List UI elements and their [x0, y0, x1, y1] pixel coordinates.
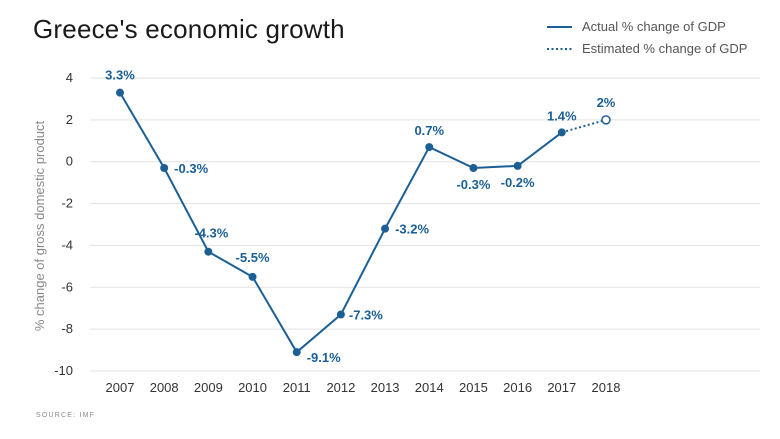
actual-data-point: [381, 224, 390, 233]
estimated-series-line: [561, 118, 607, 134]
data-label: -0.3%: [456, 177, 490, 192]
data-label: -9.1%: [307, 350, 341, 365]
actual-data-point: [248, 272, 257, 281]
data-points: [116, 88, 611, 357]
estimated-data-point: [601, 115, 611, 125]
x-tick-label: 2013: [371, 380, 400, 395]
data-label: -4.3%: [194, 226, 228, 241]
data-label: -0.3%: [174, 161, 208, 176]
x-tick-label: 2011: [283, 380, 311, 395]
y-tick-label: -6: [61, 279, 73, 294]
x-tick-label: 2012: [326, 380, 355, 395]
y-tick-label: 2: [66, 112, 73, 127]
source-note: SOURCE: IMF: [36, 412, 95, 419]
actual-data-point: [425, 143, 434, 152]
y-tick-label: -4: [61, 237, 73, 252]
x-axis: 2007 2008 2009 2010 2011 2012 2013 2014 2015 2016…: [106, 380, 621, 395]
x-tick-label: 2007: [106, 380, 135, 395]
actual-data-point: [336, 310, 345, 319]
x-tick-label: 2008: [150, 380, 179, 395]
x-tick-label: 2014: [415, 380, 444, 395]
data-label: 0.7%: [414, 123, 444, 138]
actual-data-point: [292, 348, 301, 357]
data-label: -5.5%: [236, 250, 270, 265]
y-axis: 4 2 0 -2 -4 -6 -8 -10: [54, 70, 73, 378]
y-tick-label: 0: [66, 154, 73, 169]
y-tick-label: -2: [61, 196, 73, 211]
chart-title: Greece's economic growth: [33, 14, 345, 44]
x-tick-label: 2015: [459, 380, 488, 395]
data-label: 3.3%: [105, 68, 135, 83]
grid: [90, 77, 760, 372]
data-label: 1.4%: [547, 108, 577, 123]
data-label: -7.3%: [349, 307, 383, 322]
legend: Actual % change of GDP Estimated % chang…: [547, 19, 747, 56]
x-tick-label: 2009: [194, 380, 223, 395]
y-tick-label: -10: [54, 363, 73, 378]
actual-data-point: [513, 161, 522, 170]
x-tick-label: 2010: [238, 380, 267, 395]
actual-data-point: [160, 163, 169, 172]
x-tick-label: 2016: [503, 380, 532, 395]
data-labels: 3.3% -0.3% -4.3% -5.5% -9.1% -7.3% -3.2% 0.7% -0…: [105, 68, 616, 366]
legend-label-actual: Actual % change of GDP: [582, 19, 726, 34]
x-tick-label: 2018: [592, 380, 621, 395]
y-tick-label: -8: [61, 321, 73, 336]
y-tick-label: 4: [66, 70, 73, 85]
legend-label-estimated: Estimated % change of GDP: [582, 41, 747, 56]
data-label: -3.2%: [395, 222, 429, 237]
actual-data-point: [204, 247, 213, 256]
data-label: -0.2%: [501, 175, 535, 190]
actual-data-point: [469, 163, 478, 172]
data-label: 2%: [597, 95, 616, 110]
y-axis-title: % change of gross domestic product: [32, 120, 47, 331]
x-tick-label: 2017: [547, 380, 576, 395]
actual-data-point: [116, 88, 124, 97]
actual-data-point: [557, 128, 566, 137]
